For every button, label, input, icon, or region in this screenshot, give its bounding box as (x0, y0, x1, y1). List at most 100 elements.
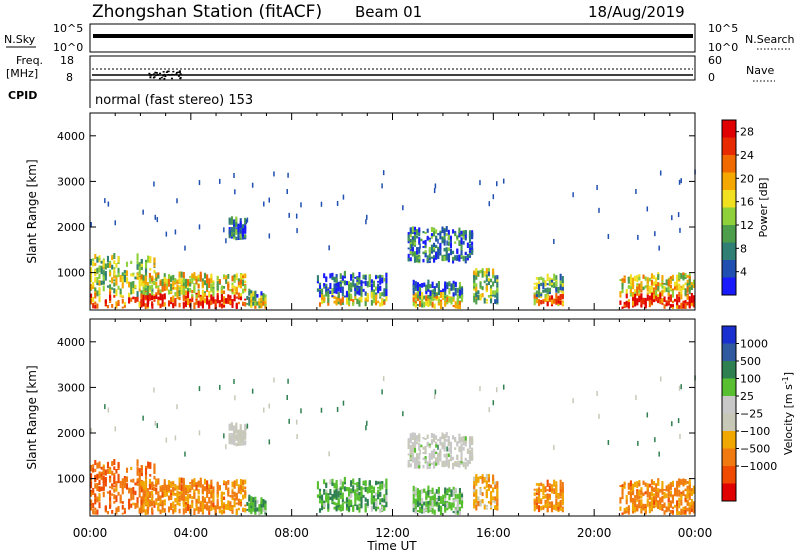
velocity-cell (208, 510, 211, 515)
power-cell (248, 290, 251, 296)
velocity-cell (473, 488, 476, 493)
station-title: Zhongshan Station (fitACF) (92, 2, 322, 22)
power-cell (680, 293, 683, 300)
velocity-cell (339, 504, 342, 512)
power-cell (176, 288, 179, 295)
power-cell (316, 275, 319, 283)
velocity-cell (468, 461, 472, 464)
velocity-speckle (646, 412, 649, 418)
velocity-cell (452, 435, 455, 440)
velocity-cell (325, 490, 328, 493)
power-cell (688, 278, 691, 286)
velocity-cell (333, 506, 336, 510)
power-cell (456, 257, 459, 261)
y-tick-label: 4000 (57, 336, 85, 349)
power-cell (661, 280, 664, 283)
velocity-cell (627, 505, 630, 510)
power-cell (235, 229, 238, 235)
power-cell (138, 302, 141, 308)
power-cell (439, 301, 443, 308)
power-cell (477, 290, 480, 295)
power-cell (225, 298, 228, 304)
power-speckle (251, 182, 254, 188)
power-cell (104, 263, 107, 270)
velocity-cell (548, 483, 551, 486)
power-cell (485, 268, 488, 274)
power-cell (650, 299, 653, 305)
colorbar-swatch (722, 483, 736, 502)
velocity-cell (557, 492, 560, 500)
power-cell (471, 232, 474, 239)
velocity-cell (483, 505, 486, 510)
power-cell (485, 299, 488, 302)
velocity-cell (180, 484, 183, 492)
power-cell (252, 296, 255, 301)
power-cell (337, 292, 340, 299)
power-cell (235, 216, 238, 223)
velocity-cell (92, 467, 95, 473)
power-cell (148, 285, 151, 290)
velocity-cell (117, 473, 120, 480)
velocity-cell (362, 494, 365, 498)
power-cell (242, 288, 245, 294)
velocity-cell (354, 491, 357, 495)
cpid-row: CPID normal (fast stereo) 153 (8, 80, 253, 108)
velocity-cell (444, 495, 447, 499)
freq-point (149, 76, 152, 79)
power-cell (184, 297, 187, 303)
velocity-cell (542, 488, 545, 496)
power-cell (350, 293, 353, 299)
velocity-cell (146, 507, 149, 513)
velocity-cell (161, 487, 164, 493)
velocity-cell (379, 481, 382, 484)
velocity-cell (233, 425, 236, 431)
velocity-cell (174, 493, 177, 496)
power-cell (157, 274, 160, 279)
velocity-speckle (107, 407, 110, 413)
power-cell (227, 296, 230, 304)
velocity-cell (537, 483, 541, 487)
power-cell (364, 275, 367, 281)
power-speckle (90, 221, 92, 227)
velocity-cell (676, 484, 679, 492)
power-cell (318, 290, 322, 295)
power-cell (452, 297, 455, 302)
power-cell (623, 275, 626, 283)
velocity-cell (230, 428, 233, 431)
power-cell (352, 299, 355, 305)
power-cell (646, 285, 649, 292)
power-cell (327, 290, 330, 297)
velocity-cell (496, 482, 499, 489)
power-cell (621, 306, 624, 309)
power-speckle (234, 189, 236, 195)
velocity-cell (437, 454, 440, 462)
velocity-cell (431, 495, 434, 501)
velocity-cell (648, 506, 651, 514)
power-cell (216, 288, 219, 291)
power-cell (128, 297, 131, 304)
velocity-speckle (268, 439, 271, 445)
velocity-cell (248, 504, 251, 512)
velocity-cell (260, 501, 263, 505)
power-cell (94, 262, 97, 266)
power-cell (140, 262, 143, 268)
power-cell (113, 275, 116, 279)
power-cell (665, 279, 668, 286)
power-cell (412, 285, 415, 288)
velocity-cell (448, 487, 451, 493)
velocity-cell (370, 485, 373, 490)
velocity-cell (466, 460, 469, 464)
velocity-cell (119, 494, 122, 501)
velocity-cell (627, 482, 630, 490)
power-cell (220, 285, 223, 292)
power-cell (136, 275, 139, 278)
velocity-cell (661, 495, 664, 503)
freq-point (158, 77, 161, 80)
velocity-cell (680, 479, 683, 485)
velocity-cell (652, 500, 656, 505)
velocity-cell (370, 498, 373, 505)
velocity-speckle (218, 384, 221, 390)
velocity-cell (475, 504, 478, 511)
velocity-cell (492, 479, 495, 485)
velocity-cell (671, 512, 674, 515)
